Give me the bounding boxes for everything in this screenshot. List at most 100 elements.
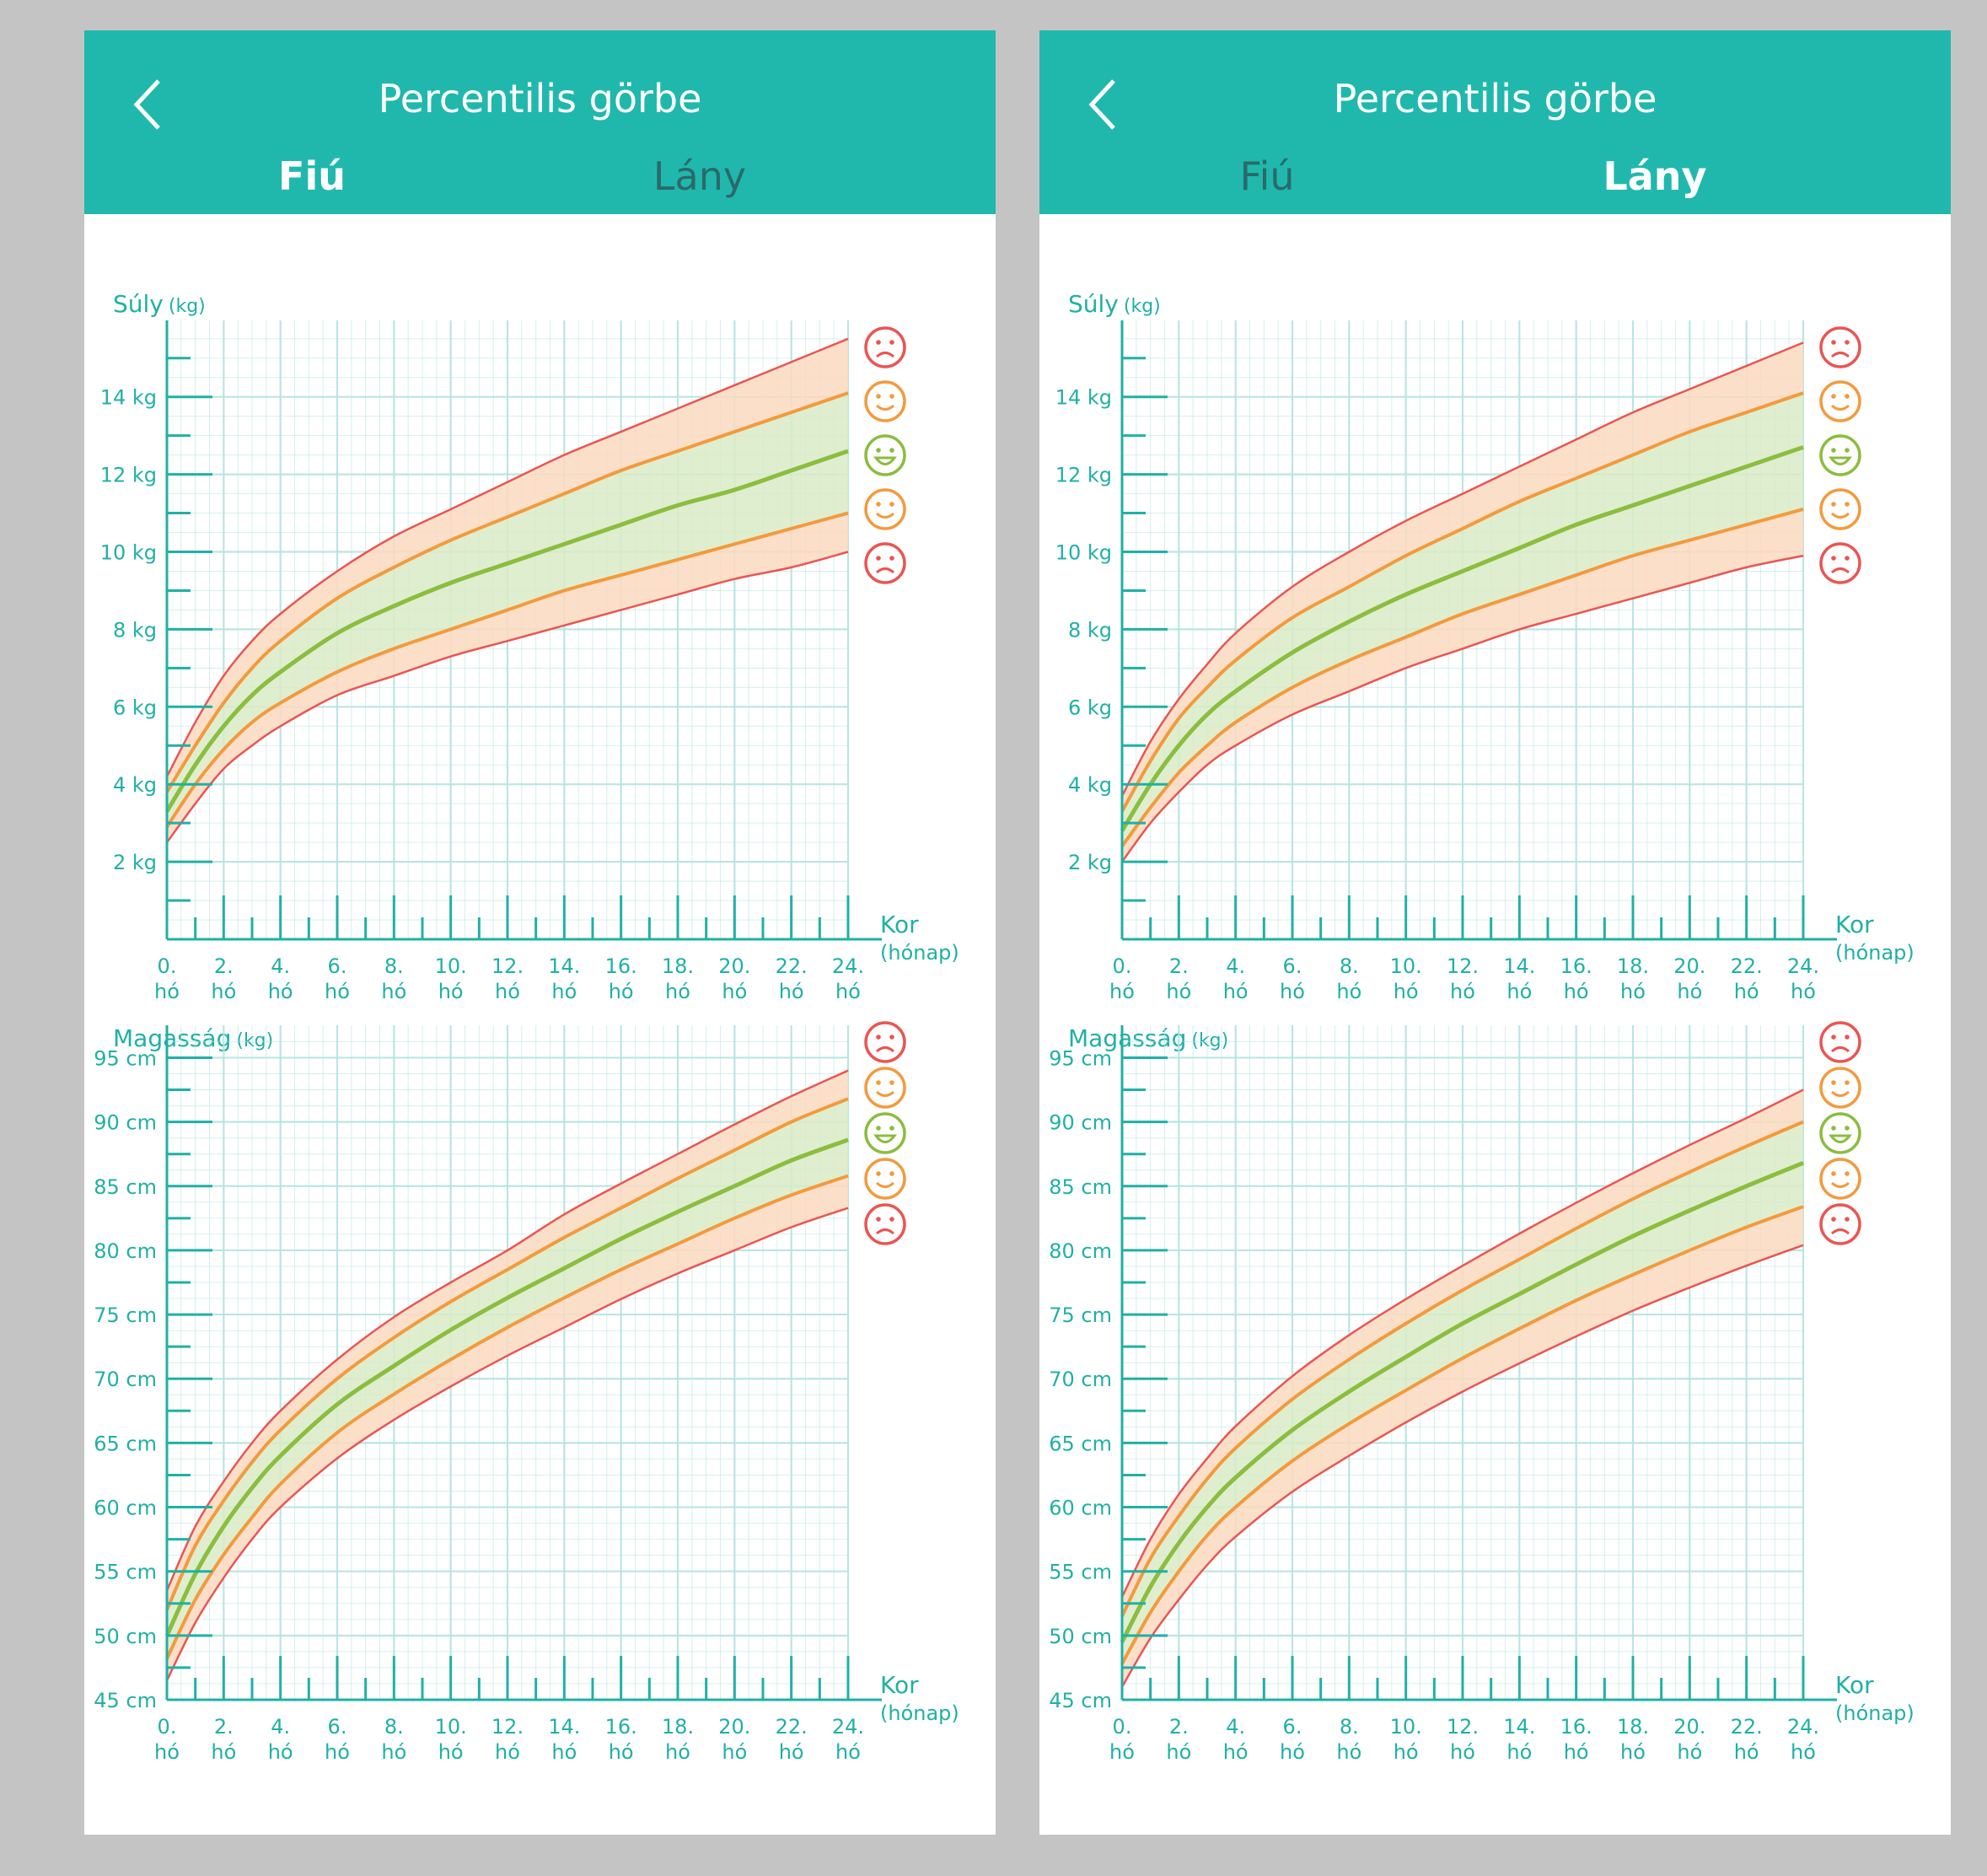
- x-tick-label: 24.: [1787, 1715, 1819, 1739]
- x-tick-sublabel: hó: [381, 1740, 406, 1764]
- x-axis-label-unit: (hónap): [1835, 941, 1915, 965]
- y-tick-label: 80 cm: [1049, 1239, 1112, 1263]
- y-axis-label: Magasság (kg): [113, 1024, 273, 1052]
- x-tick-label: 10.: [435, 1715, 467, 1739]
- y-tick-label: 4 kg: [113, 773, 157, 797]
- x-tick-sublabel: hó: [1450, 1740, 1475, 1764]
- y-axis-label-main: Súly: [113, 290, 164, 318]
- tab-boy[interactable]: Fiú: [278, 153, 346, 199]
- y-tick-label: 75 cm: [1049, 1304, 1112, 1327]
- y-tick-label: 45 cm: [1049, 1689, 1112, 1712]
- x-tick-label: 8.: [384, 1715, 404, 1739]
- smile-face-icon: [864, 380, 906, 422]
- y-axis-label-unit: (kg): [1191, 1030, 1228, 1051]
- header-boy: Percentilis görbe Fiú Lány: [84, 30, 996, 214]
- x-tick-label: 20.: [1673, 954, 1705, 978]
- x-tick-sublabel: hó: [1109, 1740, 1135, 1764]
- tab-girl[interactable]: Lány: [1603, 153, 1707, 199]
- y-axis-label: Súly (kg): [1068, 290, 1161, 318]
- x-tick-sublabel: hó: [1336, 980, 1361, 1003]
- tab-boy[interactable]: Fiú: [1239, 153, 1295, 199]
- sad-face-icon: [1819, 1021, 1861, 1063]
- x-tick-label: 14.: [1503, 1715, 1535, 1739]
- y-tick-label: 14 kg: [1055, 386, 1112, 410]
- sad-face-icon: [864, 542, 906, 584]
- series-line-lower-limit: [165, 1207, 849, 1681]
- x-axis-label: Kor: [1835, 1671, 1874, 1699]
- series-line-upper-normal: [1120, 1120, 1804, 1617]
- x-tick-sublabel: hó: [609, 980, 634, 1003]
- y-tick-label: 75 cm: [94, 1304, 157, 1327]
- x-tick-label: 0.: [1113, 954, 1132, 978]
- x-tick-sublabel: hó: [438, 980, 464, 1003]
- y-axis-label-unit: (kg): [236, 1030, 273, 1051]
- y-tick-label: 8 kg: [113, 618, 157, 642]
- sad-face-icon: [864, 1203, 906, 1245]
- x-tick-label: 2.: [1169, 1715, 1189, 1739]
- x-tick-label: 12.: [491, 1715, 524, 1739]
- x-axis-label-unit: (hónap): [880, 1701, 959, 1725]
- x-tick-sublabel: hó: [1506, 980, 1532, 1003]
- x-tick-sublabel: hó: [1450, 980, 1475, 1003]
- series-line-upper-limit: [165, 337, 849, 777]
- back-button[interactable]: [125, 71, 175, 138]
- x-tick-sublabel: hó: [1791, 980, 1816, 1003]
- sad-face-icon: [864, 326, 906, 368]
- x-tick-sublabel: hó: [1166, 1740, 1191, 1764]
- y-tick-label: 65 cm: [1049, 1432, 1112, 1455]
- height-chart-boy: Magasság (kg) 45 cm 50 cm 55 cm 60 cm 65 cm 70 …: [94, 1021, 959, 1764]
- smile-face-icon: [1819, 380, 1861, 422]
- y-axis-label-unit: (kg): [1124, 296, 1161, 317]
- x-tick-sublabel: hó: [495, 980, 520, 1003]
- x-tick-label: 20.: [1673, 1715, 1705, 1739]
- weight-chart-girl: Súly (kg) 2 kg 4 kg 6 kg 8 kg 10 kg 12 kg 14 kg 0…: [1055, 290, 1915, 1003]
- y-axis-label: Magasság (kg): [1068, 1024, 1228, 1052]
- y-tick-label: 60 cm: [94, 1497, 157, 1520]
- x-tick-label: 20.: [718, 954, 750, 978]
- x-tick-label: 8.: [1340, 1715, 1359, 1739]
- x-tick-sublabel: hó: [1734, 980, 1759, 1003]
- y-axis-label: Súly (kg): [113, 290, 206, 318]
- x-tick-sublabel: hó: [268, 980, 293, 1003]
- smile-face-icon: [1819, 488, 1861, 530]
- x-tick-label: 22.: [776, 954, 808, 978]
- x-tick-label: 18.: [662, 1715, 694, 1739]
- x-tick-sublabel: hó: [495, 1740, 520, 1764]
- x-tick-sublabel: hó: [1280, 980, 1305, 1003]
- y-tick-label: 70 cm: [94, 1368, 157, 1391]
- x-tick-sublabel: hó: [1791, 1740, 1816, 1764]
- x-tick-sublabel: hó: [1506, 1740, 1532, 1764]
- x-tick-label: 10.: [435, 954, 467, 978]
- band-upper: [1122, 342, 1803, 812]
- back-button[interactable]: [1080, 71, 1130, 138]
- x-tick-label: 12.: [1447, 954, 1479, 978]
- x-tick-label: 8.: [1340, 954, 1359, 978]
- x-tick-label: 6.: [1283, 1715, 1302, 1739]
- chevron-left-icon: [133, 79, 160, 130]
- band-lower: [1122, 1207, 1803, 1687]
- y-tick-label: 55 cm: [94, 1561, 157, 1584]
- tab-girl[interactable]: Lány: [652, 153, 747, 199]
- x-tick-sublabel: hó: [381, 980, 406, 1003]
- y-tick-label: 2 kg: [113, 851, 157, 874]
- happy-face-icon: [1819, 434, 1861, 476]
- y-tick-label: 10 kg: [1055, 541, 1112, 565]
- weight-chart-boy: Súly (kg) 2 kg 4 kg 6 kg 8 kg 10 kg 12 kg 14 kg 0…: [100, 290, 959, 1003]
- y-tick-label: 70 cm: [1049, 1368, 1112, 1391]
- band-lower: [167, 513, 848, 843]
- y-axis-label-main: Magasság: [1068, 1024, 1186, 1052]
- series-line-lower-limit: [1120, 554, 1804, 863]
- x-tick-label: 8.: [384, 954, 404, 978]
- y-tick-label: 55 cm: [1049, 1561, 1112, 1584]
- y-tick-label: 60 cm: [1049, 1497, 1112, 1520]
- y-tick-label: 10 kg: [100, 541, 157, 565]
- series-line-upper-limit: [1120, 341, 1804, 797]
- boy-panel: Percentilis görbe Fiú Lány Súly (kg) 2 kg 4…: [84, 30, 996, 1835]
- happy-face-icon: [1819, 1112, 1861, 1154]
- series-line-upper-limit: [1120, 1089, 1804, 1598]
- x-tick-sublabel: hó: [665, 980, 690, 1003]
- x-tick-sublabel: hó: [779, 980, 804, 1003]
- height-chart-girl: Magasság (kg) 45 cm 50 cm 55 cm 60 cm 65 cm 70 …: [1049, 1021, 1915, 1764]
- x-axis-label: Kor: [1835, 911, 1874, 938]
- happy-face-icon: [864, 1112, 906, 1154]
